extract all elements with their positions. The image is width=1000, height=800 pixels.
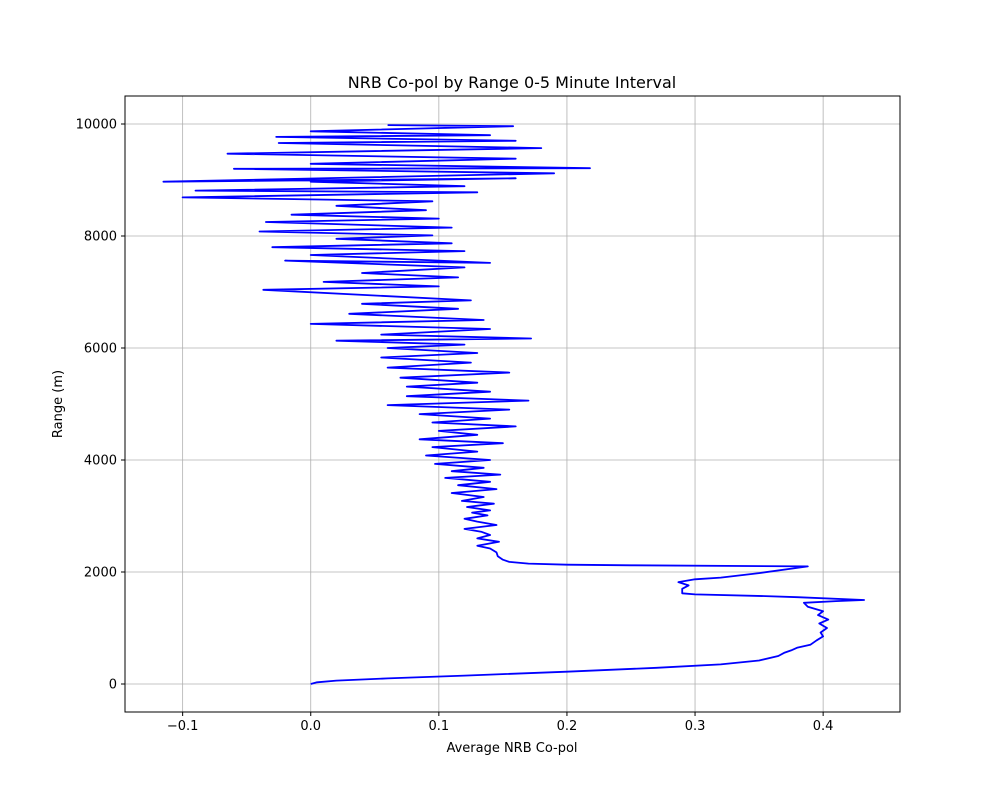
y-tick-label: 8000 [84, 230, 117, 245]
y-tick-label: 2000 [84, 566, 117, 581]
y-tick-label: 0 [109, 678, 117, 693]
x-tick-label: −0.1 [167, 719, 199, 734]
x-tick-label: 0.4 [813, 719, 834, 734]
y-tick-label: 10000 [76, 118, 117, 133]
x-tick-label: 0.0 [300, 719, 321, 734]
chart-title: NRB Co-pol by Range 0-5 Minute Interval [348, 73, 676, 92]
x-axis-label: Average NRB Co-pol [446, 741, 577, 756]
y-axis-label: Range (m) [51, 370, 66, 438]
y-axis-ticks: 0 2000 4000 6000 8000 10000 [76, 118, 125, 693]
x-tick-label: 0.2 [557, 719, 578, 734]
y-tick-label: 6000 [84, 342, 117, 357]
x-tick-label: 0.3 [685, 719, 706, 734]
x-axis-ticks: −0.1 0.0 0.1 0.2 0.3 0.4 [167, 712, 834, 734]
y-tick-label: 4000 [84, 454, 117, 469]
x-tick-label: 0.1 [428, 719, 449, 734]
plot-area [162, 124, 865, 685]
series-line [162, 124, 865, 685]
axes-frame [124, 95, 901, 713]
